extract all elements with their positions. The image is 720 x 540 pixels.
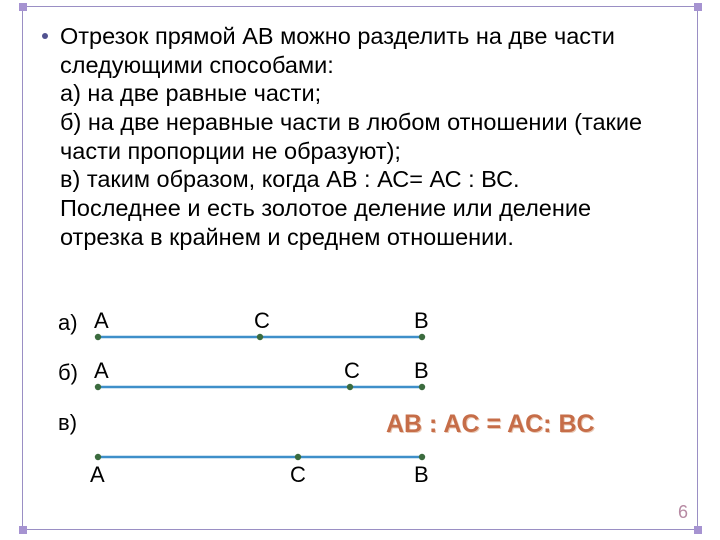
b-segment	[94, 382, 426, 392]
text-line1: Отрезок прямой АВ можно разделить на две…	[60, 23, 615, 78]
v-point-A: A	[90, 462, 105, 488]
v-segment	[94, 452, 426, 462]
page-number: 6	[678, 502, 688, 523]
bullet-dot	[42, 33, 48, 39]
a-point-B: B	[414, 308, 429, 334]
corner-tr	[694, 3, 702, 11]
text-line2: а) на две равные части;	[60, 80, 321, 106]
corner-bl	[19, 526, 27, 534]
a-point-A: A	[94, 308, 109, 334]
text-content: Отрезок прямой АВ можно разделить на две…	[40, 22, 680, 251]
main-text: Отрезок прямой АВ можно разделить на две…	[60, 22, 680, 251]
text-line4: в) таким образом, когда АВ : АС= АС : ВС…	[60, 166, 520, 192]
b-point-B: B	[414, 358, 429, 384]
v-point-C: C	[290, 462, 306, 488]
label-b: б)	[58, 360, 78, 386]
text-line3: б) на две неравные части в любом отношен…	[60, 109, 642, 164]
text-line5: Последнее и есть золотое деление или дел…	[60, 195, 591, 250]
label-v: в)	[58, 410, 77, 436]
v-point-B: B	[414, 462, 429, 488]
corner-tl	[19, 3, 27, 11]
ratio-label: AB : AC = AC: BC	[386, 410, 595, 439]
corner-br	[694, 526, 702, 534]
b-point-A: A	[94, 358, 109, 384]
a-segment	[94, 332, 426, 342]
a-point-C: C	[254, 308, 270, 334]
b-point-C: C	[344, 358, 360, 384]
label-a: а)	[58, 310, 78, 336]
